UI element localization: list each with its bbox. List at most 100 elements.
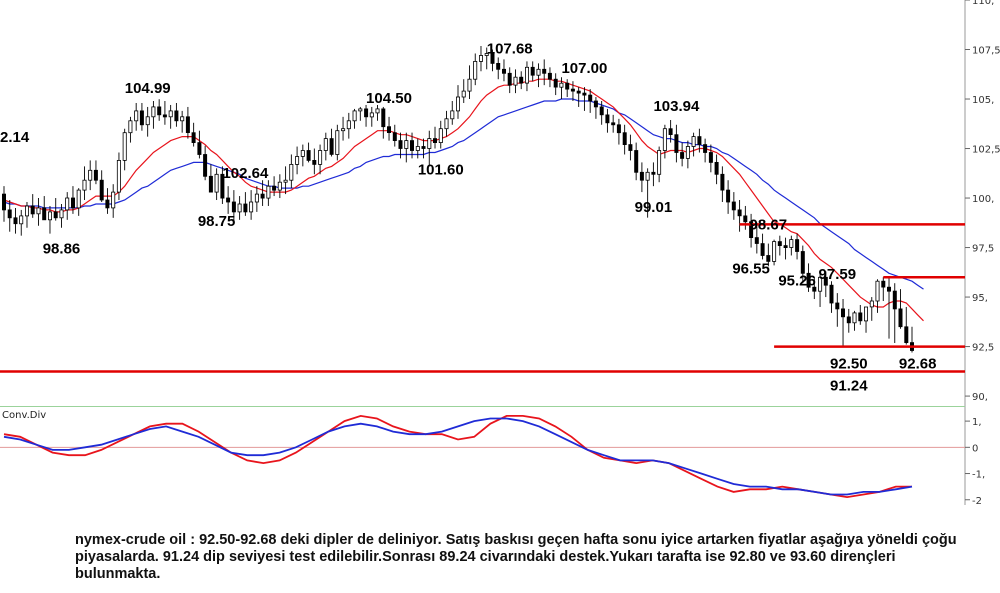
candle-body xyxy=(703,144,708,153)
candle-body xyxy=(364,108,369,118)
candle-body xyxy=(501,68,506,74)
candle xyxy=(507,67,512,94)
candle xyxy=(513,69,518,94)
candle-body xyxy=(645,171,650,181)
candle xyxy=(300,144,305,167)
moving-averages xyxy=(3,78,924,322)
y-tick-label: 97,5 xyxy=(972,244,994,255)
candle-body xyxy=(82,179,87,191)
candle-body xyxy=(887,286,892,292)
candle-body xyxy=(484,53,489,56)
candle-body xyxy=(461,90,466,98)
candle-body xyxy=(749,221,754,239)
candle xyxy=(139,102,144,131)
candle xyxy=(875,279,880,313)
indicator-tick-label: -2 xyxy=(972,496,982,507)
candle xyxy=(501,59,506,82)
candle xyxy=(444,110,449,137)
candle xyxy=(71,186,76,214)
support-resistance-lines xyxy=(0,223,965,373)
candle xyxy=(162,101,167,125)
candle xyxy=(708,144,713,173)
candle-body xyxy=(346,120,351,130)
candle-body xyxy=(455,96,460,112)
candle-body xyxy=(2,193,7,211)
candle-body xyxy=(542,68,547,74)
candle-body xyxy=(289,163,294,181)
candle-body xyxy=(283,179,288,183)
candle xyxy=(404,132,409,163)
price-level-label: 103.94 xyxy=(653,98,700,115)
candle xyxy=(386,116,391,141)
candle-body xyxy=(13,217,18,225)
candle xyxy=(461,79,466,103)
candle xyxy=(42,196,47,221)
candle-body xyxy=(507,72,512,86)
candle-body xyxy=(772,241,777,262)
candle-body xyxy=(409,140,414,151)
candle-body xyxy=(427,138,432,149)
candle xyxy=(766,243,771,267)
candle xyxy=(467,65,472,100)
candle xyxy=(421,138,426,159)
candle xyxy=(220,166,225,204)
candle xyxy=(157,99,162,121)
price-level-label: 104.50 xyxy=(366,90,412,107)
candle-body xyxy=(260,193,265,199)
candle-body xyxy=(48,211,53,221)
candle-body xyxy=(438,128,443,143)
candle-body xyxy=(674,134,679,153)
y-tick-label: 90, xyxy=(972,392,988,403)
candle-body xyxy=(726,189,731,203)
candle xyxy=(674,124,679,163)
candle-body xyxy=(605,114,610,124)
candle-body xyxy=(105,199,110,209)
candle xyxy=(243,192,248,216)
candle-body xyxy=(812,286,817,292)
candle-body xyxy=(450,110,455,120)
candle-body xyxy=(432,138,437,144)
indicator-title: Conv.Div xyxy=(2,410,46,421)
candle-body xyxy=(892,290,897,310)
price-level-label: 102.64 xyxy=(222,165,269,182)
candle-body xyxy=(444,118,449,130)
candle-body xyxy=(231,201,236,213)
candle-body xyxy=(536,68,541,76)
candle xyxy=(208,164,213,193)
candle xyxy=(519,71,524,90)
candle xyxy=(490,49,495,72)
candle-body xyxy=(375,108,380,114)
candle-body xyxy=(71,197,76,209)
candle xyxy=(881,277,886,302)
candle xyxy=(685,140,690,169)
price-level-label: 92.68 xyxy=(899,356,937,373)
candle-body xyxy=(266,185,271,199)
candle-body xyxy=(65,197,70,211)
candle-body xyxy=(588,94,593,102)
candle-body xyxy=(806,272,811,288)
candle xyxy=(122,128,127,171)
price-level-label: 101.60 xyxy=(418,162,464,179)
candle xyxy=(226,186,231,214)
candle xyxy=(754,224,759,254)
candle-body xyxy=(622,132,627,145)
candle xyxy=(628,134,633,161)
candle-body xyxy=(846,316,851,324)
candle-body xyxy=(53,211,58,219)
candle xyxy=(542,59,547,86)
candle-body xyxy=(513,76,518,86)
candle-body xyxy=(881,280,886,288)
candle-body xyxy=(898,308,903,328)
candle xyxy=(116,152,121,201)
candle xyxy=(760,233,765,260)
candle-body xyxy=(496,63,501,70)
candle xyxy=(553,73,558,96)
price-level-label: 92.50 xyxy=(830,356,868,373)
candle xyxy=(530,61,535,82)
candle xyxy=(605,108,610,133)
candle-body xyxy=(277,181,282,191)
candle-body xyxy=(93,169,98,181)
candle-body xyxy=(559,82,564,88)
candle xyxy=(812,277,817,300)
candle-body xyxy=(864,306,869,322)
